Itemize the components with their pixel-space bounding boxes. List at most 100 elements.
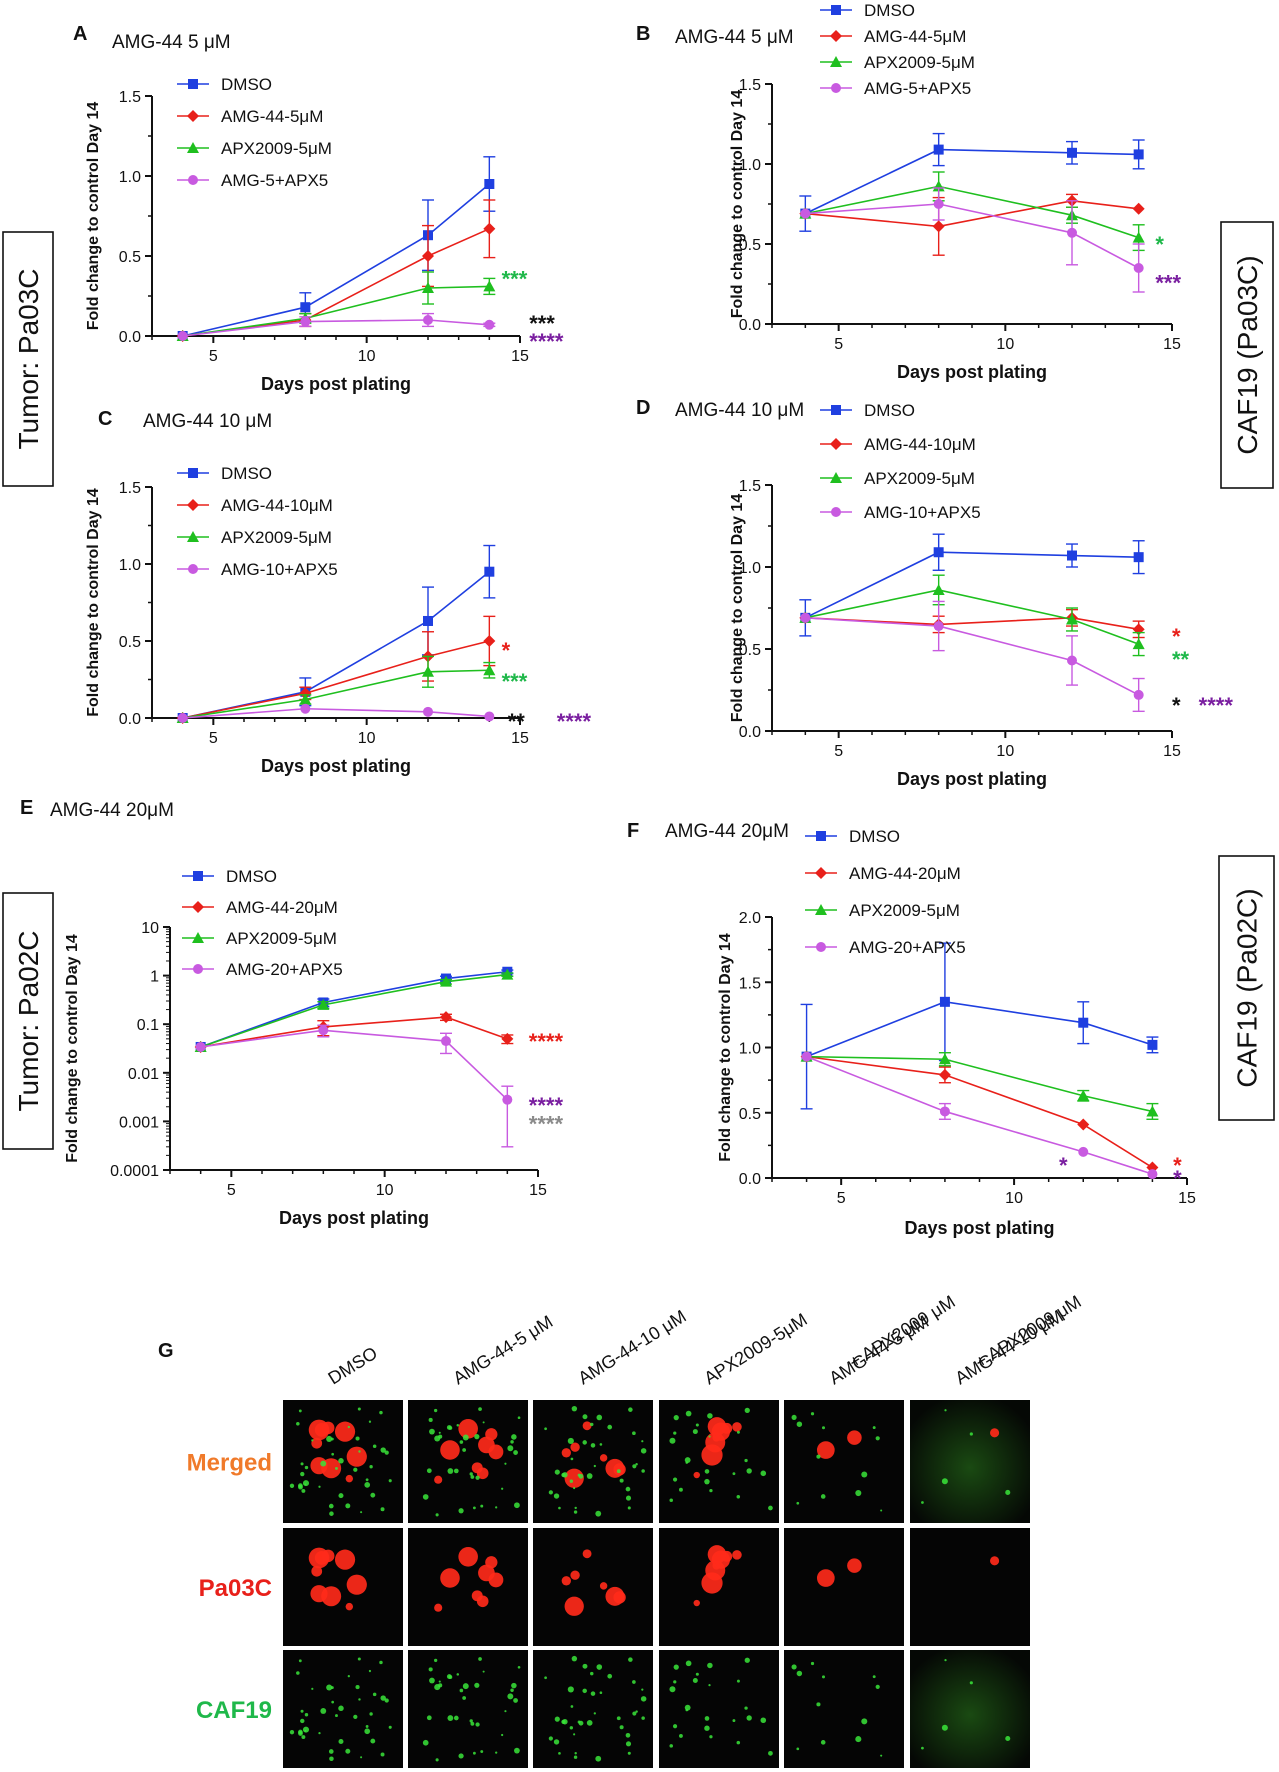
green-cell-spot bbox=[590, 1671, 594, 1676]
panel-title: AMG-44 5 μM bbox=[112, 32, 231, 53]
red-cell-spot bbox=[346, 1574, 367, 1595]
green-cell-spot bbox=[744, 1706, 748, 1710]
significance-label: *** bbox=[502, 669, 528, 694]
green-cell-spot bbox=[514, 1502, 520, 1509]
green-cell-spot bbox=[365, 1725, 369, 1728]
green-cell-spot bbox=[379, 1660, 383, 1665]
data-point bbox=[195, 1041, 206, 1052]
series-line bbox=[182, 183, 490, 337]
green-cell-spot bbox=[353, 1467, 358, 1472]
legend-label: DMSO bbox=[221, 464, 272, 483]
green-cell-spot bbox=[504, 1710, 507, 1713]
y-tick-label: 1.5 bbox=[739, 975, 761, 992]
green-cell-spot bbox=[732, 1472, 736, 1476]
green-cell-spot bbox=[429, 1428, 435, 1435]
y-axis-label: Fold change to control Day 14 bbox=[85, 488, 102, 717]
green-cell-spot bbox=[482, 1670, 485, 1673]
green-cell-spot bbox=[627, 1751, 631, 1755]
legend-label: AMG-5+APX5 bbox=[221, 171, 328, 190]
legend-label: AMG-20+APX5 bbox=[226, 960, 343, 979]
green-cell-spot bbox=[428, 1417, 433, 1423]
green-cell-spot bbox=[380, 1695, 386, 1701]
x-tick-label: 15 bbox=[1163, 743, 1181, 760]
x-tick-label: 10 bbox=[358, 348, 376, 365]
x-tick-label: 15 bbox=[511, 348, 529, 365]
green-cell-spot bbox=[458, 1753, 464, 1759]
micrograph-background bbox=[408, 1528, 528, 1646]
red-cell-spot bbox=[599, 1454, 608, 1462]
data-point bbox=[484, 566, 495, 577]
green-cell-spot bbox=[338, 1738, 344, 1745]
y-tick-label: 1.5 bbox=[119, 89, 141, 106]
series-line bbox=[806, 1001, 1153, 1058]
y-axis-label: Fold change to control Day 14 bbox=[64, 934, 81, 1163]
green-cell-spot bbox=[582, 1688, 587, 1694]
series-line bbox=[182, 707, 490, 719]
data-point bbox=[801, 1051, 812, 1062]
green-cell-spot bbox=[632, 1680, 636, 1684]
green-cell-spot bbox=[673, 1414, 679, 1421]
green-cell-spot bbox=[669, 1744, 673, 1748]
panel-title: AMG-44 10 μM bbox=[143, 411, 272, 432]
green-cell-spot bbox=[562, 1718, 568, 1725]
data-point bbox=[300, 302, 311, 313]
data-point bbox=[1077, 1089, 1090, 1101]
panel-letter: D bbox=[636, 397, 650, 419]
green-cell-spot bbox=[345, 1748, 351, 1754]
green-cell-spot bbox=[517, 1665, 521, 1669]
data-point bbox=[1077, 1118, 1090, 1131]
green-cell-spot bbox=[358, 1450, 361, 1453]
series-line bbox=[182, 285, 490, 337]
legend-marker bbox=[816, 831, 826, 841]
chart-panel-b: B AMG-44 5 μM 5 10 15 0.0 0.5 1.0 1.5 Days post p… bbox=[636, 1, 1181, 382]
significance-label: * bbox=[1155, 232, 1164, 257]
data-point bbox=[318, 1025, 329, 1036]
legend-marker bbox=[188, 175, 198, 185]
red-cell-spot bbox=[440, 1568, 460, 1588]
green-cell-spot bbox=[422, 1739, 429, 1746]
series-line bbox=[805, 617, 1140, 696]
side-label-box bbox=[2, 231, 54, 487]
chart-panel-a: A AMG-44 5 μM 5 10 15 0.0 0.5 1.0 1.5 Days post p… bbox=[73, 23, 564, 394]
x-tick-label: 5 bbox=[209, 348, 218, 365]
y-tick-label: 1.0 bbox=[119, 557, 141, 574]
micrograph-background bbox=[408, 1650, 528, 1768]
legend: DMSO AMG-44-5μM APX2009-5μM AMG-5+APX5 bbox=[820, 1, 975, 98]
green-cell-spot bbox=[921, 1501, 924, 1504]
significance-label: ** bbox=[508, 709, 526, 734]
micrograph-cell bbox=[283, 1528, 403, 1646]
data-point bbox=[483, 635, 496, 647]
data-point bbox=[441, 1036, 451, 1047]
green-cell-spot bbox=[880, 1509, 883, 1512]
green-cell-spot bbox=[438, 1431, 441, 1434]
green-cell-spot bbox=[768, 1750, 773, 1756]
green-cell-spot bbox=[632, 1464, 637, 1469]
green-cell-spot bbox=[429, 1677, 435, 1684]
x-tick-label: 10 bbox=[376, 1182, 394, 1199]
significance-label: *** bbox=[1155, 270, 1181, 295]
y-axis-label: Fold change to control Day 14 bbox=[85, 102, 102, 331]
green-cell-spot bbox=[820, 1494, 826, 1499]
micrograph-background bbox=[784, 1400, 904, 1523]
green-cell-spot bbox=[861, 1471, 868, 1478]
legend-label: APX2009-5μM bbox=[221, 139, 332, 158]
green-cell-spot bbox=[944, 1659, 947, 1662]
red-cell-spot bbox=[613, 1591, 626, 1604]
micrograph-background bbox=[283, 1528, 403, 1646]
side-label-box bbox=[1220, 221, 1274, 489]
green-cell-spot bbox=[685, 1660, 692, 1667]
green-cell-spot bbox=[434, 1408, 438, 1413]
green-cell-spot bbox=[300, 1709, 304, 1713]
series-line bbox=[182, 640, 490, 719]
x-axis-label: Days post plating bbox=[261, 756, 411, 776]
series-line bbox=[806, 1055, 1153, 1175]
data-point bbox=[177, 331, 188, 341]
data-point bbox=[1132, 638, 1145, 650]
column-header: DMSO bbox=[325, 1343, 381, 1389]
green-cell-spot bbox=[435, 1513, 439, 1517]
data-point bbox=[933, 199, 944, 209]
green-cell-spot bbox=[625, 1486, 631, 1492]
data-point bbox=[422, 282, 434, 293]
x-axis-label: Days post plating bbox=[904, 1218, 1054, 1238]
